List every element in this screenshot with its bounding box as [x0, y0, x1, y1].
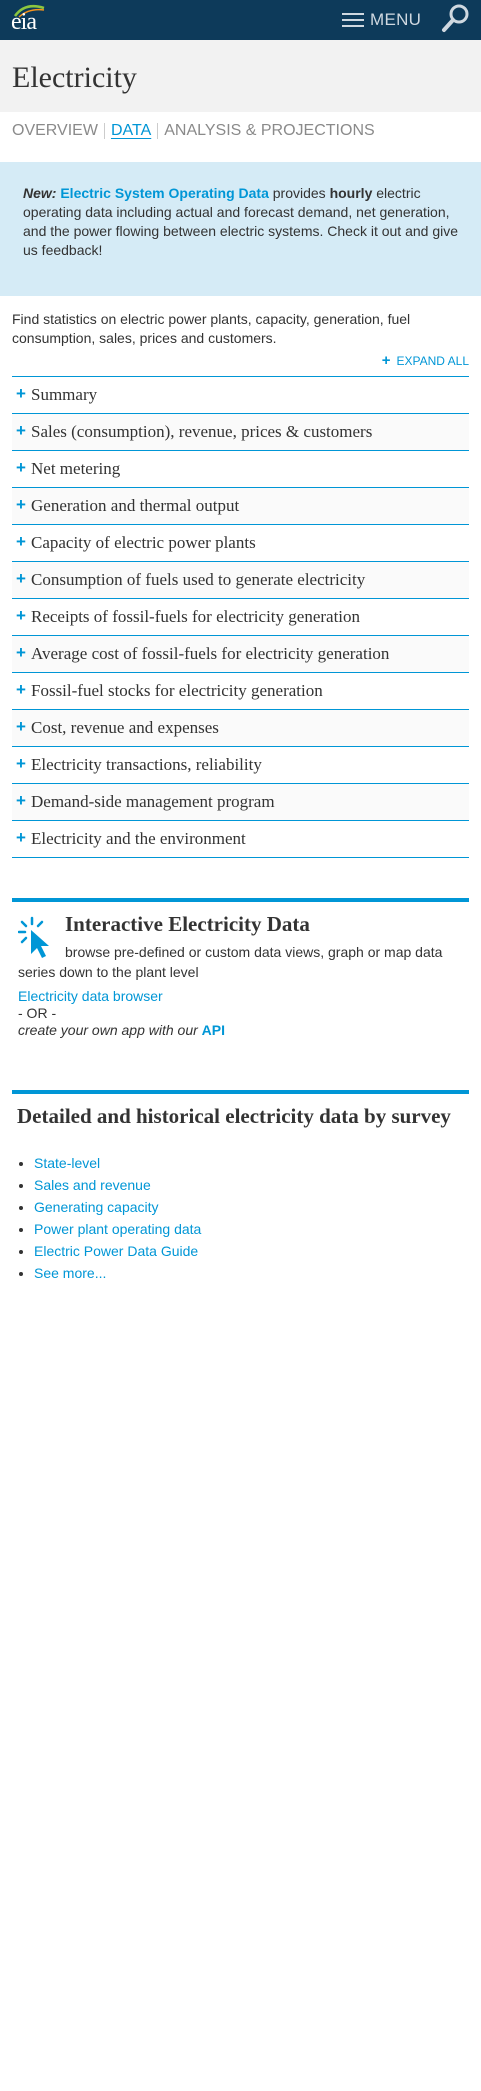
accordion-label: Consumption of fuels used to generate el… — [31, 570, 366, 589]
survey-section: Detailed and historical electricity data… — [12, 1090, 469, 1284]
search-icon[interactable] — [440, 2, 472, 34]
accordion-item-capacity[interactable]: + Capacity of electric power plants — [12, 525, 469, 562]
expand-all-label: EXPAND ALL — [396, 354, 469, 368]
news-new-label: New: — [23, 185, 57, 201]
accordion-label: Generation and thermal output — [31, 496, 240, 515]
top-bar: eia MENU — [0, 0, 481, 40]
expand-all-button[interactable]: + EXPAND ALL — [381, 352, 469, 369]
accordion-item-generation[interactable]: + Generation and thermal output — [12, 488, 469, 525]
page-title: Electricity — [12, 61, 137, 94]
interactive-data-title: Interactive Electricity Data — [65, 912, 310, 936]
plus-icon: + — [381, 352, 391, 369]
survey-title: Detailed and historical electricity data… — [17, 1104, 451, 1128]
plus-icon: + — [16, 568, 26, 588]
logo-swoosh-icon — [13, 5, 45, 18]
api-link[interactable]: API — [201, 1022, 225, 1038]
hamburger-icon — [342, 12, 364, 28]
sales-revenue-link[interactable]: Sales and revenue — [34, 1177, 151, 1193]
interactive-data-section: Interactive Electricity Data browse pre-… — [12, 898, 469, 1090]
news-text-2: electric operating data including actual… — [23, 185, 459, 258]
accordion-item-fuel-stocks[interactable]: + Fossil-fuel stocks for electricity gene… — [12, 673, 469, 710]
accordion-item-fuel-consumption[interactable]: + Consumption of fuels used to generate e… — [12, 562, 469, 599]
accordion-item-net-metering[interactable]: + Net metering — [12, 451, 469, 488]
generating-capacity-link[interactable]: Generating capacity — [34, 1199, 159, 1215]
api-line: create your own app with our API — [12, 1022, 469, 1038]
tab-data[interactable]: DATA — [110, 122, 152, 139]
accordion-label: Demand-side management program — [31, 792, 275, 811]
logo-text: eia — [11, 9, 37, 35]
accordion-item-cost-revenue[interactable]: + Cost, revenue and expenses — [12, 710, 469, 747]
plus-icon: + — [16, 457, 26, 477]
tab-divider — [157, 123, 159, 139]
plus-icon: + — [16, 642, 26, 662]
accordion-label: Fossil-fuel stocks for electricity gener… — [31, 681, 323, 700]
accordion-label: Net metering — [31, 459, 121, 478]
accordion-label: Electricity and the environment — [31, 829, 246, 848]
accordion-item-demand-side[interactable]: + Demand-side management program — [12, 784, 469, 821]
api-text: create your own app with our — [18, 1022, 202, 1038]
list-item: Power plant operating data — [34, 1218, 469, 1240]
accordion-item-fuel-receipts[interactable]: + Receipts of fossil-fuels for electricit… — [12, 599, 469, 636]
tab-analysis-projections[interactable]: ANALYSIS & PROJECTIONS — [164, 122, 375, 139]
menu-button[interactable]: MENU — [342, 9, 421, 31]
accordion-label: Receipts of fossil-fuels for electricity… — [31, 607, 361, 626]
list-item: Generating capacity — [34, 1196, 469, 1218]
intro-text: Find statistics on electric power plants… — [12, 311, 411, 346]
plus-icon: + — [16, 679, 26, 699]
accordion-item-sales[interactable]: + Sales (consumption), revenue, prices & … — [12, 414, 469, 451]
electric-system-operating-data-link[interactable]: Electric System Operating Data — [60, 185, 269, 201]
tab-divider — [103, 123, 105, 139]
news-hourly: hourly — [329, 185, 373, 201]
plus-icon: + — [16, 420, 26, 440]
section-tabs: OVERVIEW DATA ANALYSIS & PROJECTIONS — [0, 112, 481, 150]
cursor-click-icon — [18, 916, 49, 958]
or-separator: - OR - — [18, 1005, 57, 1021]
accordion-item-summary[interactable]: + Summary — [12, 377, 469, 414]
survey-link-list: State-level Sales and revenue Generating… — [12, 1152, 469, 1284]
plus-icon: + — [16, 716, 26, 736]
state-level-link[interactable]: State-level — [34, 1155, 101, 1171]
power-plant-operating-data-link[interactable]: Power plant operating data — [34, 1221, 202, 1237]
plus-icon: + — [16, 605, 26, 625]
list-item: State-level — [34, 1152, 469, 1174]
plus-icon: + — [16, 494, 26, 514]
eia-logo[interactable]: eia — [11, 4, 47, 35]
plus-icon: + — [16, 790, 26, 810]
expand-all-row: + EXPAND ALL — [0, 352, 481, 376]
accordion-item-environment[interactable]: + Electricity and the environment — [12, 821, 469, 858]
accordion-item-transactions[interactable]: + Electricity transactions, reliability — [12, 747, 469, 784]
data-accordion: + Summary + Sales (consumption), revenue, … — [12, 376, 469, 858]
accordion-item-fuel-cost[interactable]: + Average cost of fossil-fuels for electr… — [12, 636, 469, 673]
electric-power-data-guide-link[interactable]: Electric Power Data Guide — [34, 1243, 199, 1259]
interactive-data-desc-2: series down to the plant level — [18, 964, 199, 980]
plus-icon: + — [16, 383, 26, 403]
list-item: Sales and revenue — [34, 1174, 469, 1196]
electricity-data-browser-link[interactable]: Electricity data browser — [18, 988, 163, 1004]
plus-icon: + — [16, 531, 26, 551]
list-item: See more... — [34, 1262, 469, 1284]
see-more-link[interactable]: See more... — [34, 1265, 107, 1281]
list-item: Electric Power Data Guide — [34, 1240, 469, 1262]
accordion-label: Sales (consumption), revenue, prices & c… — [31, 422, 373, 441]
menu-label: MENU — [370, 10, 422, 29]
plus-icon: + — [16, 753, 26, 773]
accordion-label: Electricity transactions, reliability — [31, 755, 262, 774]
tab-overview[interactable]: OVERVIEW — [12, 122, 98, 139]
accordion-label: Summary — [31, 385, 98, 404]
accordion-label: Capacity of electric power plants — [31, 533, 256, 552]
accordion-label: Cost, revenue and expenses — [31, 718, 219, 737]
title-band: Electricity — [0, 40, 481, 112]
interactive-data-desc-1: browse pre-defined or custom data views,… — [65, 944, 443, 960]
plus-icon: + — [16, 827, 26, 847]
news-text-1: provides — [268, 185, 330, 201]
accordion-label: Average cost of fossil-fuels for electri… — [31, 644, 390, 663]
news-banner: New: Electric System Operating Data prov… — [0, 162, 481, 296]
